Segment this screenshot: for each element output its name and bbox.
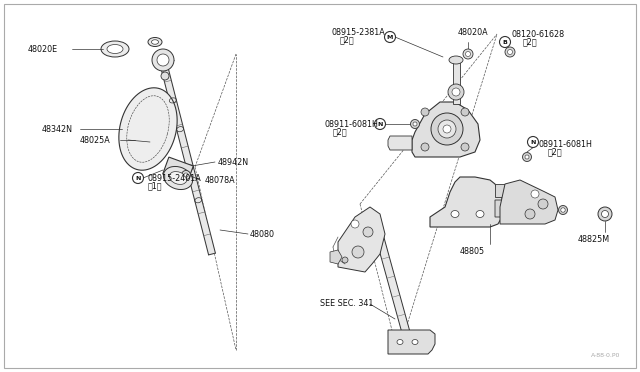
- Text: A·88·0.P0: A·88·0.P0: [591, 353, 620, 358]
- Text: 48805: 48805: [460, 247, 485, 257]
- Circle shape: [157, 54, 169, 66]
- Circle shape: [421, 143, 429, 151]
- Circle shape: [385, 32, 396, 42]
- Ellipse shape: [170, 171, 187, 185]
- Circle shape: [182, 170, 191, 180]
- Circle shape: [352, 246, 364, 258]
- Circle shape: [538, 199, 548, 209]
- Ellipse shape: [451, 211, 459, 218]
- Ellipse shape: [152, 40, 159, 44]
- Polygon shape: [159, 61, 216, 255]
- Ellipse shape: [397, 340, 403, 344]
- Circle shape: [602, 211, 609, 218]
- Text: （1）: （1）: [148, 182, 163, 190]
- Circle shape: [463, 49, 473, 59]
- Circle shape: [443, 125, 451, 133]
- Polygon shape: [430, 177, 502, 227]
- Circle shape: [461, 108, 469, 116]
- Circle shape: [342, 257, 348, 263]
- Text: 08915-2381A: 08915-2381A: [332, 28, 386, 36]
- Polygon shape: [119, 88, 177, 170]
- Circle shape: [461, 143, 469, 151]
- Text: （2）: （2）: [340, 35, 355, 45]
- Circle shape: [598, 207, 612, 221]
- Circle shape: [413, 122, 417, 126]
- Circle shape: [363, 227, 373, 237]
- Polygon shape: [500, 180, 558, 224]
- Ellipse shape: [412, 340, 418, 344]
- Ellipse shape: [449, 56, 463, 64]
- Text: 08120-61628: 08120-61628: [512, 29, 565, 38]
- Circle shape: [522, 153, 531, 161]
- Circle shape: [561, 208, 565, 212]
- Polygon shape: [453, 62, 460, 104]
- Text: （2）: （2）: [548, 148, 563, 157]
- Ellipse shape: [107, 45, 123, 54]
- Circle shape: [448, 84, 464, 100]
- Circle shape: [527, 137, 538, 148]
- Circle shape: [161, 72, 169, 80]
- Text: （2）: （2）: [333, 128, 348, 137]
- Circle shape: [508, 49, 513, 55]
- Circle shape: [410, 119, 419, 128]
- Polygon shape: [495, 184, 518, 197]
- Text: B: B: [502, 39, 508, 45]
- Text: 48078A: 48078A: [205, 176, 236, 185]
- Text: （2）: （2）: [523, 38, 538, 46]
- Circle shape: [559, 205, 568, 215]
- Text: 48080: 48080: [250, 230, 275, 238]
- Text: M: M: [387, 35, 393, 39]
- Polygon shape: [388, 136, 412, 150]
- Circle shape: [525, 209, 535, 219]
- Ellipse shape: [101, 41, 129, 57]
- Circle shape: [184, 173, 188, 177]
- Text: 48020A: 48020A: [458, 28, 488, 36]
- Circle shape: [505, 47, 515, 57]
- Text: 48825M: 48825M: [578, 234, 610, 244]
- Circle shape: [421, 108, 429, 116]
- Polygon shape: [338, 207, 385, 272]
- Text: 48342N: 48342N: [42, 125, 73, 134]
- Ellipse shape: [476, 211, 484, 218]
- Circle shape: [499, 36, 511, 48]
- Circle shape: [152, 49, 174, 71]
- Circle shape: [438, 120, 456, 138]
- Circle shape: [525, 155, 529, 159]
- Text: N: N: [531, 140, 536, 144]
- Polygon shape: [388, 330, 435, 354]
- Text: 08915-2401A: 08915-2401A: [148, 173, 202, 183]
- Circle shape: [465, 51, 470, 57]
- Circle shape: [351, 220, 359, 228]
- Polygon shape: [371, 219, 414, 348]
- Circle shape: [132, 173, 143, 183]
- Polygon shape: [495, 200, 518, 217]
- Text: 48025A: 48025A: [80, 135, 111, 144]
- Ellipse shape: [163, 166, 193, 190]
- Text: 48942N: 48942N: [218, 157, 249, 167]
- Circle shape: [374, 119, 385, 129]
- Circle shape: [531, 190, 539, 198]
- Circle shape: [452, 88, 460, 96]
- Text: N: N: [135, 176, 141, 180]
- Polygon shape: [330, 250, 342, 264]
- Text: 08911-6081H: 08911-6081H: [325, 119, 379, 128]
- Ellipse shape: [148, 38, 162, 46]
- Text: N: N: [378, 122, 383, 126]
- Polygon shape: [163, 157, 193, 183]
- Polygon shape: [412, 102, 480, 157]
- Text: 48020E: 48020E: [28, 45, 58, 54]
- Text: SEE SEC. 341: SEE SEC. 341: [320, 299, 373, 308]
- Circle shape: [431, 113, 463, 145]
- Text: 08911-6081H: 08911-6081H: [539, 140, 593, 148]
